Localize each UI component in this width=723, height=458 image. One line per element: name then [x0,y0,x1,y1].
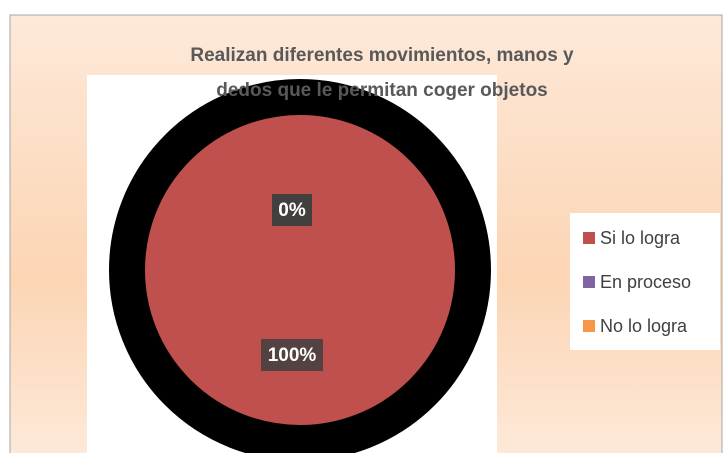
legend-label: En proceso [600,272,691,292]
data-label-box [261,339,323,371]
legend-swatch [583,276,595,288]
pie: 100%0%0% [109,79,491,458]
data-label: 100% [268,345,317,366]
data-label: 0% [278,200,306,221]
chart-title: Realizan diferentes movimientos, manos y… [190,45,574,101]
data-label-box [272,194,312,226]
legend-swatch [583,232,595,244]
legend-items: Si lo logra En proceso No lo logra [583,228,691,336]
legend-label: No lo logra [600,316,688,336]
legend-label: Si lo logra [600,228,681,248]
pie-slice [109,79,491,458]
legend-swatch [583,320,595,332]
